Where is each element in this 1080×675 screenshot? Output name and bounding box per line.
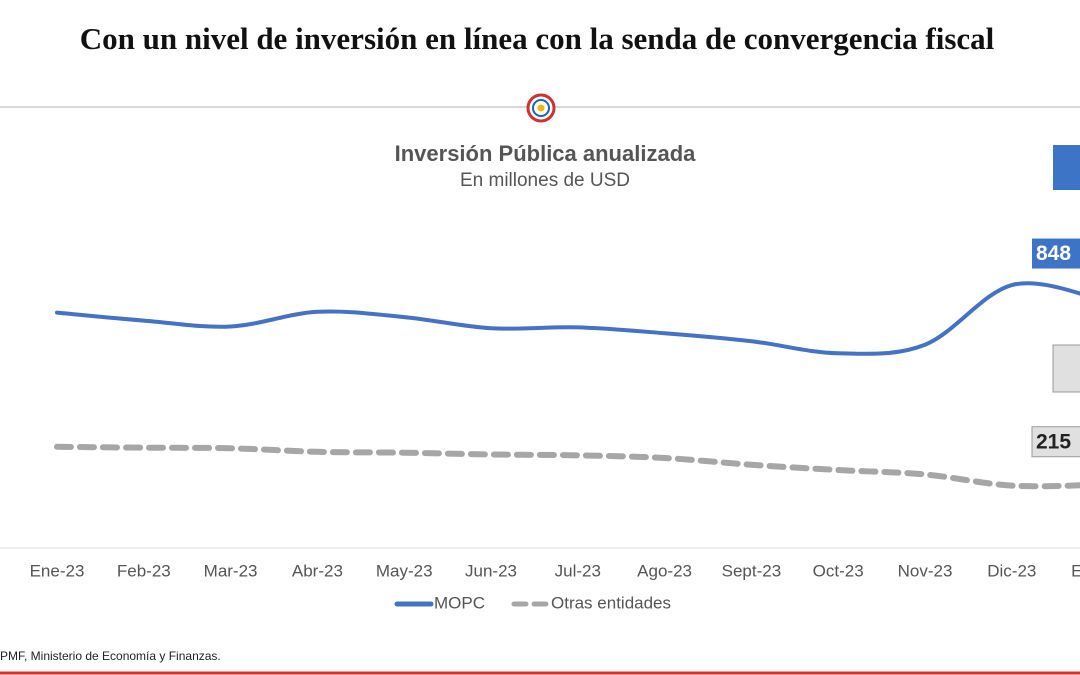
x-tick-label: Ago-23 — [637, 561, 692, 580]
x-tick-label: Sept-23 — [722, 561, 782, 580]
legend: MOPC Otras entidades — [394, 593, 671, 612]
x-tick-label: Ene-23 — [30, 561, 85, 580]
x-tick-label: Jun-23 — [465, 561, 517, 580]
logo — [526, 93, 556, 123]
series-line — [54, 443, 1080, 490]
legend-label: Otras entidades — [551, 593, 671, 612]
legend-label: MOPC — [434, 593, 485, 612]
x-tick-label: Abr-23 — [292, 561, 343, 580]
series-line — [55, 281, 1080, 356]
x-tick-label: Mar-23 — [204, 561, 258, 580]
x-tick-label: Oct-23 — [813, 561, 864, 580]
x-tick-label: Feb-23 — [117, 561, 171, 580]
x-tick-label: Jul-23 — [555, 561, 601, 580]
page-title: Con un nivel de inversión en línea con l… — [80, 21, 995, 56]
annotation-box — [1052, 344, 1080, 393]
value-label-box — [1032, 238, 1080, 269]
value-label-box — [1031, 426, 1080, 458]
x-tick-label: Dic-23 — [987, 561, 1036, 580]
annotation-box — [1053, 145, 1080, 190]
chart-title: Inversión Pública anualizada — [395, 141, 697, 166]
x-tick-label: May-23 — [376, 561, 433, 580]
x-tick-label: Nov-23 — [898, 561, 953, 580]
source: PMF, Ministerio de Economía y Finanzas. — [0, 649, 221, 663]
value-label: 215 — [1036, 430, 1071, 453]
chart-subtitle: En millones de USD — [460, 170, 630, 191]
x-tick-label: Ene-24 — [1071, 561, 1080, 580]
plot: Ene-23 Feb-23 Mar-23 Abr-23 May-23 Jun-23 Jul-… — [30, 238, 1080, 580]
value-label: 848 — [1036, 242, 1071, 265]
